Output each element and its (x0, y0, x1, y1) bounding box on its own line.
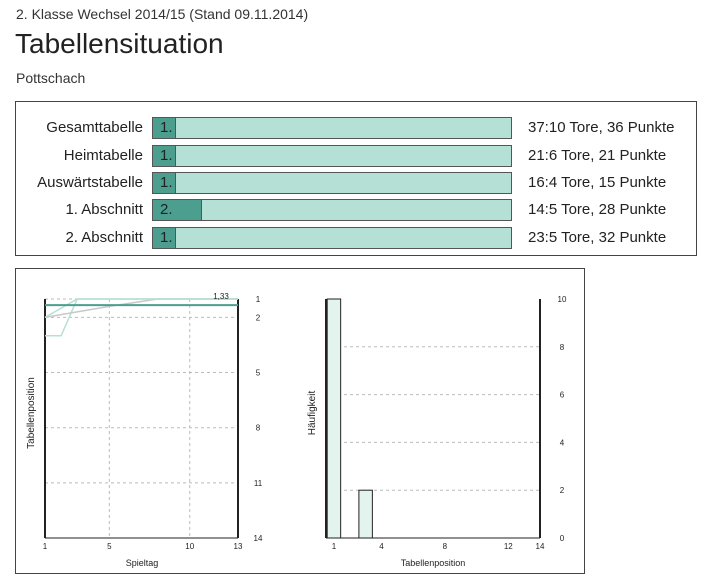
rank-bar: 1. (152, 145, 512, 167)
histogram-x-tick: 14 (536, 542, 545, 551)
line-chart-y-tick: 1 (256, 295, 261, 304)
histogram-y-tick: 2 (560, 486, 565, 495)
line-chart-series-abschnitt (44, 298, 238, 319)
line-chart-y-tick: 8 (256, 424, 261, 433)
standings-panel: Gesamttabelle 1. 37:10 Tore, 36 Punkte H… (15, 101, 697, 256)
standing-label: 1. Abschnitt (65, 201, 143, 218)
rank-bar: 2. (152, 199, 512, 221)
page-title: Tabellensituation (15, 28, 224, 59)
histogram-bar (326, 298, 342, 539)
standing-row-auswaerts: Auswärtstabelle 1. 16:4 Tore, 15 Punkte (16, 172, 696, 196)
rank-bar: 1. (152, 227, 512, 249)
goals-points: 23:5 Tore, 32 Punkte (528, 229, 667, 246)
line-chart-x-axis-label: Spieltag (126, 558, 159, 568)
line-chart-x-tick: 5 (107, 542, 112, 551)
rank-value: 1. (160, 174, 173, 191)
standing-row-abschnitt-1: 1. Abschnitt 2. 14:5 Tore, 28 Punkte (16, 199, 696, 223)
rank-bar-fill (153, 173, 176, 193)
standing-label: Gesamttabelle (46, 119, 143, 136)
standing-row-abschnitt-2: 2. Abschnitt 1. 23:5 Tore, 32 Punkte (16, 227, 696, 251)
position-histogram: Häufigkeit Tabellenposition 1 4 8 12 1402468… (307, 295, 567, 568)
standing-label: 2. Abschnitt (65, 229, 143, 246)
standing-row-heim: Heimtabelle 1. 21:6 Tore, 21 Punkte (16, 145, 696, 169)
rank-bar-fill (153, 118, 176, 138)
histogram-x-tick: 1 (332, 542, 337, 551)
histogram-x-tick: 12 (504, 542, 513, 551)
rank-value: 1. (160, 119, 173, 136)
line-chart-x-tick: 1 (43, 542, 48, 551)
charts-svg: Tabellenposition Spieltag 1 5 10 1312581114… (26, 292, 567, 568)
rank-value: 1. (160, 229, 173, 246)
histogram-x-tick: 4 (379, 542, 384, 551)
rank-bar: 1. (152, 117, 512, 139)
histogram-x-tick: 8 (443, 542, 448, 551)
rank-bar-fill (153, 200, 202, 220)
line-chart-y-tick: 5 (256, 369, 261, 378)
line-chart-average-label: 1,33 (213, 292, 229, 301)
rank-value: 2. (160, 201, 173, 218)
goals-points: 21:6 Tore, 21 Punkte (528, 147, 667, 164)
histogram-y-tick: 8 (560, 343, 565, 352)
goals-points: 37:10 Tore, 36 Punkte (528, 119, 675, 136)
rank-value: 1. (160, 147, 173, 164)
rank-bar: 1. (152, 172, 512, 194)
line-chart-x-tick: 13 (234, 542, 243, 551)
line-chart-y-axis-label: Tabellenposition (26, 377, 37, 449)
histogram-y-axis-label: Häufigkeit (307, 391, 318, 436)
rank-bar-fill (153, 146, 176, 166)
histogram-bar (358, 489, 373, 539)
team-name: Pottschach (16, 70, 86, 86)
standing-label: Heimtabelle (63, 147, 143, 164)
histogram-y-tick: 10 (558, 295, 567, 304)
goals-points: 14:5 Tore, 28 Punkte (528, 201, 667, 218)
histogram-y-tick: 6 (560, 391, 565, 400)
line-chart-y-tick: 2 (256, 313, 261, 322)
position-line-chart: Tabellenposition Spieltag 1 5 10 13 1 2 5 8 11 14… (26, 292, 263, 568)
league-season-line: 2. Klasse Wechsel 2014/15 (Stand 09.11.2… (16, 6, 309, 22)
goals-points: 16:4 Tore, 15 Punkte (528, 174, 667, 191)
standing-label: Auswärtstabelle (37, 174, 143, 191)
line-chart-y-tick: 14 (254, 534, 263, 543)
standing-row-gesamt: Gesamttabelle 1. 37:10 Tore, 36 Punkte (16, 117, 696, 141)
histogram-y-tick: 0 (560, 534, 565, 543)
line-chart-y-tick: 11 (254, 479, 263, 488)
line-chart-x-tick: 10 (185, 542, 194, 551)
rank-bar-fill (153, 228, 176, 248)
histogram-x-axis-label: Tabellenposition (401, 558, 466, 568)
charts-panel: Tabellenposition Spieltag 1 5 10 13 1 2 5 8 11 14… (15, 268, 585, 574)
histogram-y-tick: 4 (560, 438, 565, 447)
